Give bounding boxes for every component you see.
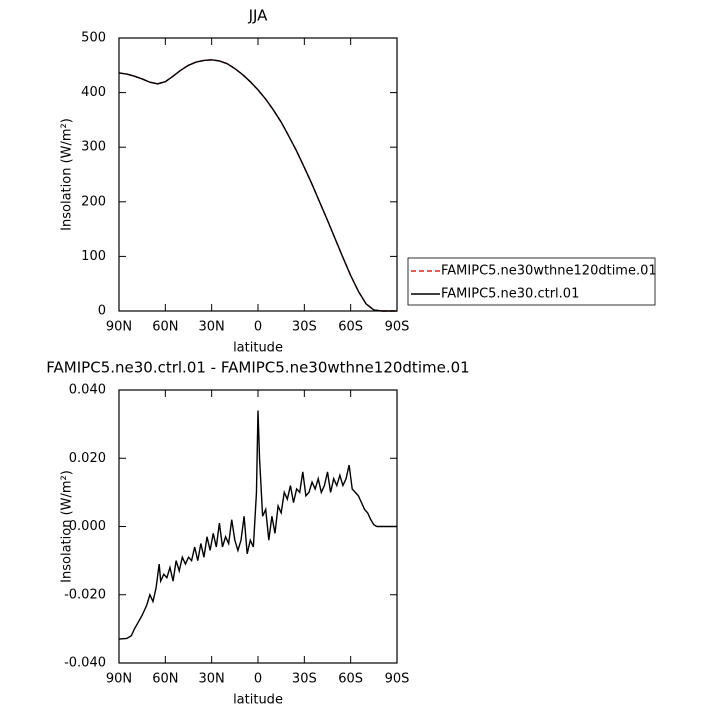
data-line <box>118 59 397 312</box>
chart-title: JJA <box>248 7 269 25</box>
x-tick-label: 60S <box>338 672 363 687</box>
x-axis-label: latitude <box>233 693 283 708</box>
legend-label: FAMIPC5.ne30.ctrl.01 <box>441 287 579 302</box>
x-axis-label: latitude <box>233 341 283 356</box>
y-tick-label: 0 <box>98 304 106 319</box>
y-axis-label: Insolation (W/m²) <box>60 118 75 231</box>
y-tick-label: 0.020 <box>69 451 106 466</box>
legend-label: FAMIPC5.ne30wthne120dtime.01 <box>441 264 657 279</box>
y-tick-label: 400 <box>81 85 106 100</box>
y-tick-label: -0.020 <box>64 587 106 602</box>
x-tick-label: 30N <box>199 320 225 335</box>
data-line <box>118 59 397 312</box>
x-tick-label: 90N <box>106 672 132 687</box>
y-tick-label: 500 <box>81 31 106 46</box>
x-tick-label: 90S <box>385 672 410 687</box>
y-tick-label: 100 <box>81 249 106 264</box>
x-tick-label: 0 <box>254 672 262 687</box>
data-line <box>118 410 397 640</box>
y-axis-label: Insolation (W/m²) <box>60 470 75 583</box>
x-tick-label: 60N <box>152 320 178 335</box>
y-tick-label: 0.040 <box>69 383 106 398</box>
x-tick-label: 90N <box>106 320 132 335</box>
x-tick-label: 0 <box>254 320 262 335</box>
y-tick-label: 300 <box>81 140 106 155</box>
y-tick-label: 0.000 <box>69 519 106 534</box>
y-tick-label: 200 <box>81 194 106 209</box>
x-tick-label: 90S <box>385 320 410 335</box>
chart-title: FAMIPC5.ne30.ctrl.01 - FAMIPC5.ne30wthne… <box>46 359 469 377</box>
x-tick-label: 60N <box>152 672 178 687</box>
y-tick-label: -0.040 <box>64 656 106 671</box>
x-tick-label: 30N <box>199 672 225 687</box>
plot-frame <box>118 37 398 312</box>
legend-box <box>407 257 656 306</box>
x-tick-label: 60S <box>338 320 363 335</box>
x-tick-label: 30S <box>292 672 317 687</box>
x-tick-label: 30S <box>292 320 317 335</box>
